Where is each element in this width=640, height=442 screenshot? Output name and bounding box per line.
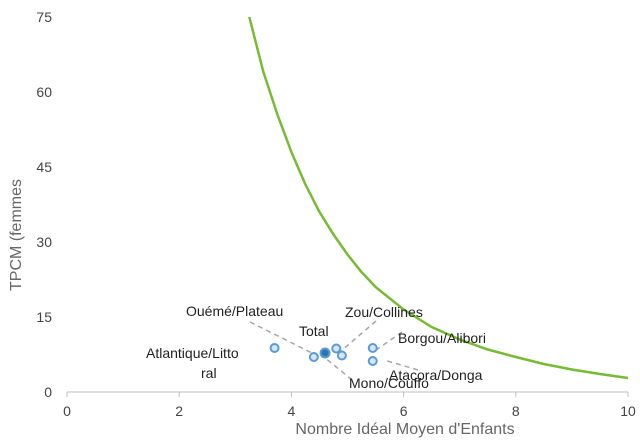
y-tick-label: 75	[36, 9, 52, 25]
x-tick-label: 0	[63, 403, 71, 419]
label-zou-collines: Zou/Collines	[345, 304, 423, 320]
x-tick-label: 6	[400, 403, 408, 419]
y-tick-label: 0	[44, 384, 52, 400]
x-tick-label: 4	[288, 403, 296, 419]
point-borgou-alibori	[367, 343, 378, 353]
label-oueme-plateau: Ouémé/Plateau	[186, 303, 283, 319]
point-atlantique-littoral	[269, 343, 280, 353]
point-mono-couffo	[336, 350, 347, 361]
y-tick-label: 45	[36, 159, 52, 175]
leader-line	[339, 320, 377, 353]
label-total: Total	[299, 323, 329, 339]
x-axis-title: Nombre Idéal Moyen d'Enfants	[295, 421, 514, 438]
x-tick-label: 2	[175, 403, 183, 419]
label-atlantique-line2: ral	[201, 365, 217, 381]
label-mono-couffo: Mono/Couffo	[349, 375, 429, 391]
y-tick-label: 15	[36, 309, 52, 325]
point-zou-collines	[331, 343, 342, 354]
y-tick-label: 60	[36, 84, 52, 100]
label-atacora-donga: Atacora/Donga	[389, 367, 483, 383]
x-axis-ticks: 0 2 4 6 8 10	[63, 392, 636, 419]
y-axis-title: TPCM (femmes	[8, 179, 25, 291]
leader-line	[249, 321, 323, 359]
point-atacora-donga	[367, 356, 378, 366]
x-tick-label: 8	[512, 403, 520, 419]
point-oueme-plateau	[308, 352, 319, 362]
label-atlantique-line1: Atlantique/Litto	[146, 345, 239, 361]
data-points	[269, 343, 378, 366]
point-total	[319, 347, 331, 359]
y-tick-label: 30	[36, 234, 52, 250]
leader-line	[383, 359, 419, 371]
label-borgou-alibori: Borgou/Alibori	[398, 330, 486, 346]
y-axis-ticks: 0 15 30 45 60 75	[36, 9, 52, 400]
x-tick-label: 10	[620, 403, 636, 419]
reference-curve	[248, 16, 629, 380]
